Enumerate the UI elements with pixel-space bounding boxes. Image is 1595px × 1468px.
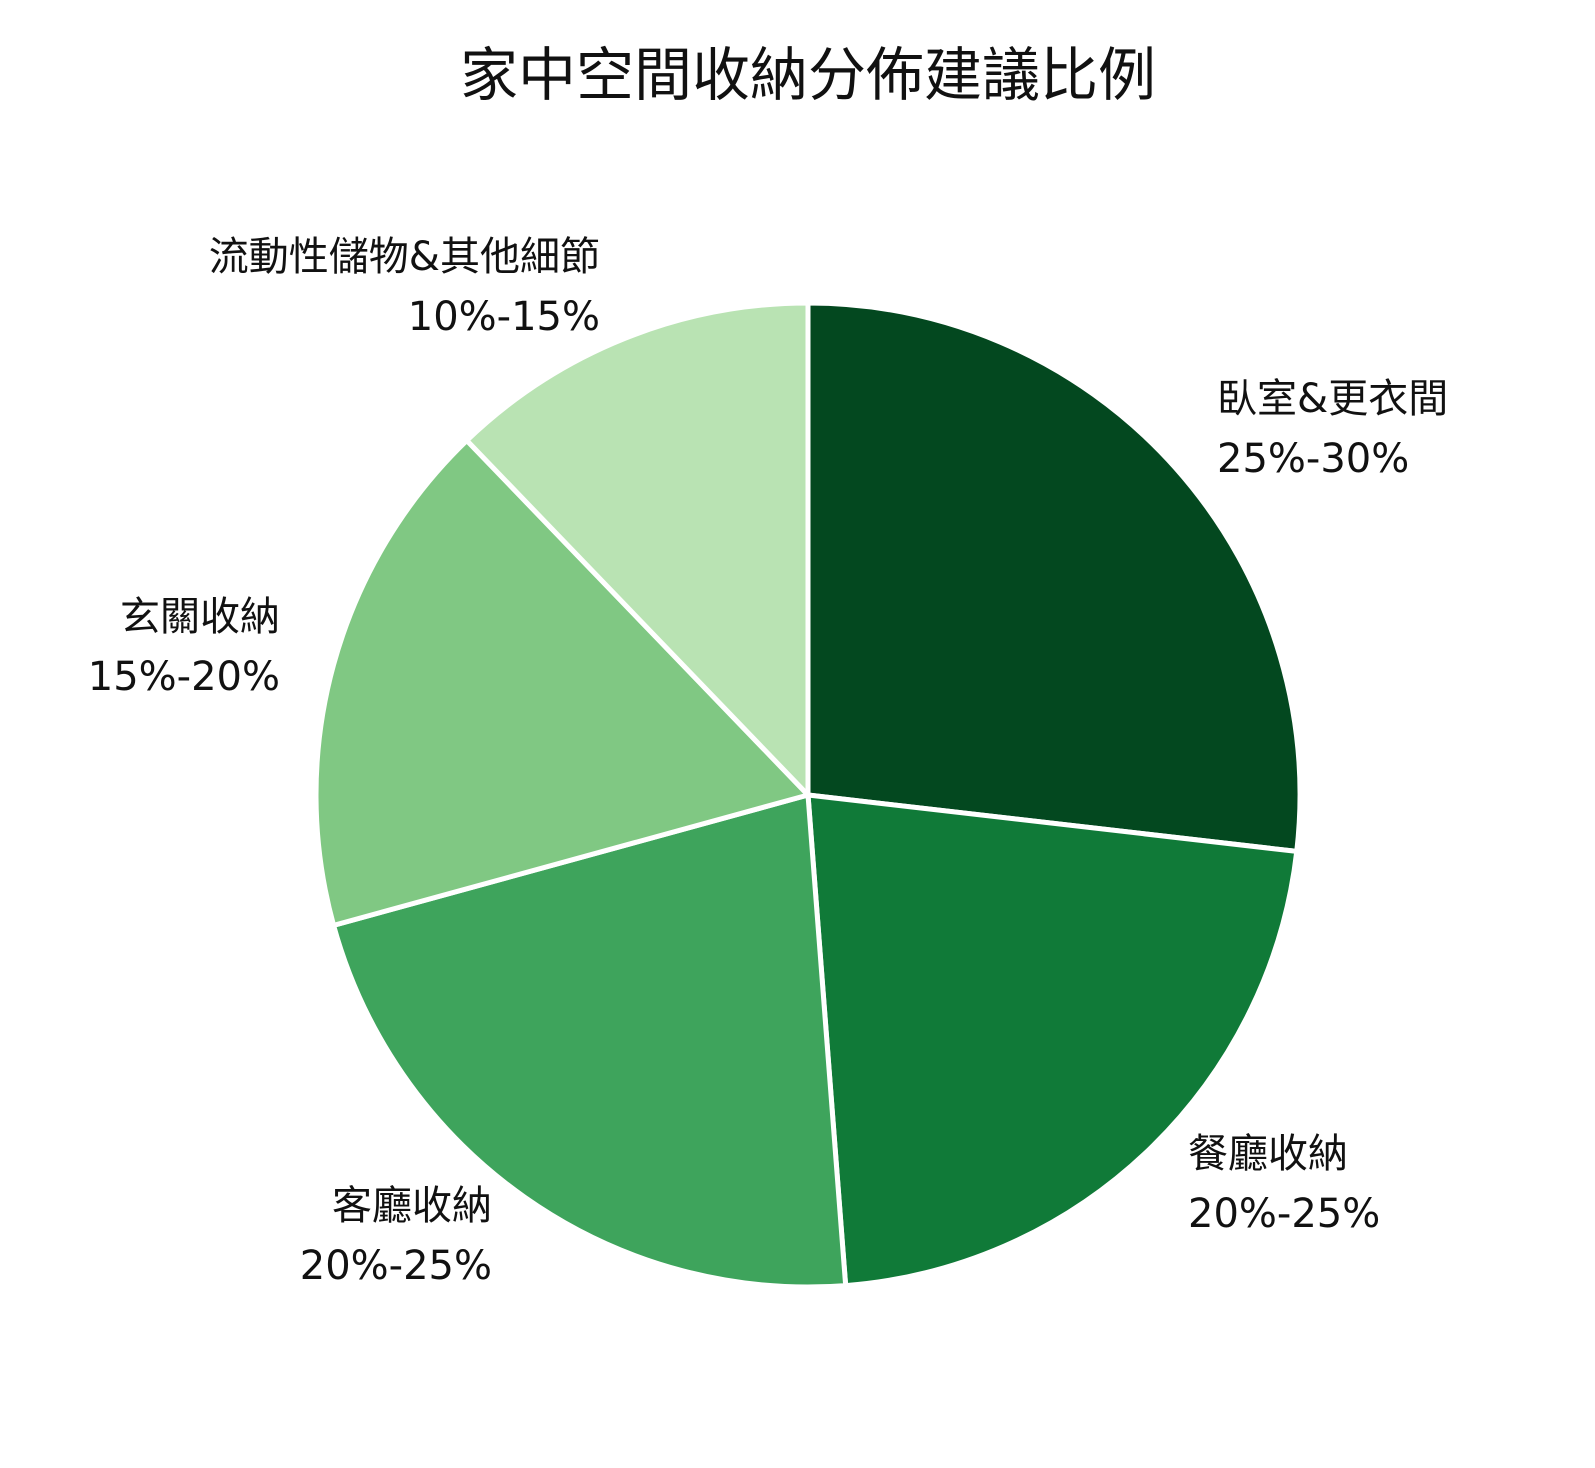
pie-slice — [805, 792, 1300, 1289]
slice-label-name: 餐廳收納 — [1188, 1131, 1348, 1177]
slice-label-range: 10%-15% — [408, 294, 600, 340]
pie-slices — [313, 300, 1303, 1290]
slice-label-name: 客廳收納 — [332, 1183, 492, 1229]
pie-slice — [464, 300, 811, 798]
pie-slice — [313, 438, 811, 928]
slice-label-range: 15%-20% — [88, 654, 280, 700]
chart-title: 家中空間收納分佈建議比例 — [460, 41, 1156, 109]
slice-label-name: 流動性儲物&其他細節 — [209, 234, 600, 280]
slice-label-range: 20%-25% — [300, 1243, 492, 1289]
slice-label-range: 20%-25% — [1188, 1191, 1380, 1237]
slice-label-name: 臥室&更衣間 — [1217, 376, 1448, 422]
pie-labels: 臥室&更衣間 25%-30% 餐廳收納 20%-25% 客廳收納 20%-25% 玄關收納 1… — [88, 234, 1448, 1289]
pie-slice — [805, 300, 1303, 854]
slice-label-name: 玄關收納 — [120, 594, 280, 640]
pie-slice — [331, 792, 849, 1290]
slice-label-range: 25%-30% — [1217, 436, 1409, 482]
